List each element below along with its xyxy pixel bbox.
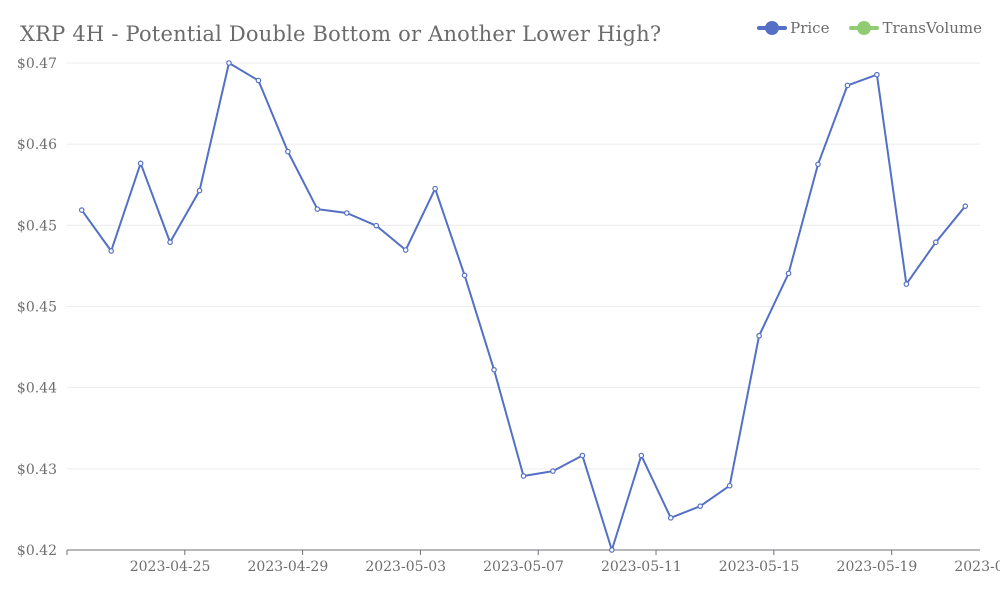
price-data-point (815, 161, 821, 168)
price-data-point (314, 206, 321, 212)
x-tick-label: 2023-05-07 (483, 559, 564, 575)
legend-label-price: Price (790, 19, 830, 37)
price-data-point (108, 248, 114, 254)
price-data-point (373, 222, 380, 229)
x-tick-label: 2023-04-29 (248, 559, 329, 575)
x-tick-label: 2023-05-19 (837, 559, 918, 575)
legend-swatch-price (757, 21, 788, 35)
price-data-point (933, 239, 939, 246)
price-data-point (874, 71, 880, 78)
price-data-point (520, 473, 527, 479)
y-tick-label: $0.47 (17, 56, 57, 72)
price-data-point (196, 187, 203, 194)
y-tick-label: $0.46 (17, 137, 57, 153)
price-data-point (667, 515, 674, 521)
price-data-point (756, 332, 762, 339)
price-data-point (550, 468, 556, 474)
legend-transvolume-dot (857, 21, 872, 35)
price-data-point (432, 185, 438, 192)
price-data-point (638, 452, 645, 459)
legend-item-price[interactable]: Price (757, 19, 829, 37)
x-tick-label: 2023-05-11 (601, 559, 682, 575)
price-data-point (461, 272, 468, 279)
y-tick-label: $0.44 (17, 381, 57, 397)
price-data-point (609, 547, 615, 553)
price-data-point (285, 148, 291, 155)
price-data-point (579, 452, 586, 459)
y-tick-label: $0.42 (17, 543, 57, 559)
y-tick-label: $0.43 (17, 462, 57, 478)
legend-price-dot (765, 21, 780, 35)
x-tick-label: 2023-05-15 (719, 559, 800, 575)
price-data-point (402, 247, 409, 253)
price-data-point (226, 60, 232, 66)
price-data-point (697, 503, 704, 509)
price-data-point (962, 203, 969, 209)
y-tick-label: $0.45 (17, 300, 57, 316)
x-tick-label: 2023-04-25 (130, 559, 211, 575)
price-data-point (78, 207, 85, 213)
price-data-point (785, 270, 792, 277)
price-data-point (491, 367, 497, 373)
legend-label-transvolume: TransVolume (882, 19, 982, 37)
price-data-point (343, 210, 350, 216)
legend-item-transvolume[interactable]: TransVolume (849, 19, 982, 37)
legend-swatch-transvolume (849, 21, 880, 35)
x-tick-label: 2023-05-03 (365, 559, 446, 575)
x-tick-label: 2023-05-23 (954, 559, 1000, 575)
price-data-point (255, 77, 262, 84)
price-data-point (903, 281, 910, 287)
price-data-point (137, 160, 144, 167)
chart-title: XRP 4H - Potential Double Bottom or Anot… (20, 22, 662, 46)
price-data-point (726, 482, 733, 489)
legend: Price TransVolume (757, 19, 982, 37)
price-data-point (167, 239, 173, 246)
y-tick-label: $0.45 (17, 218, 57, 234)
price-data-point (844, 82, 851, 89)
